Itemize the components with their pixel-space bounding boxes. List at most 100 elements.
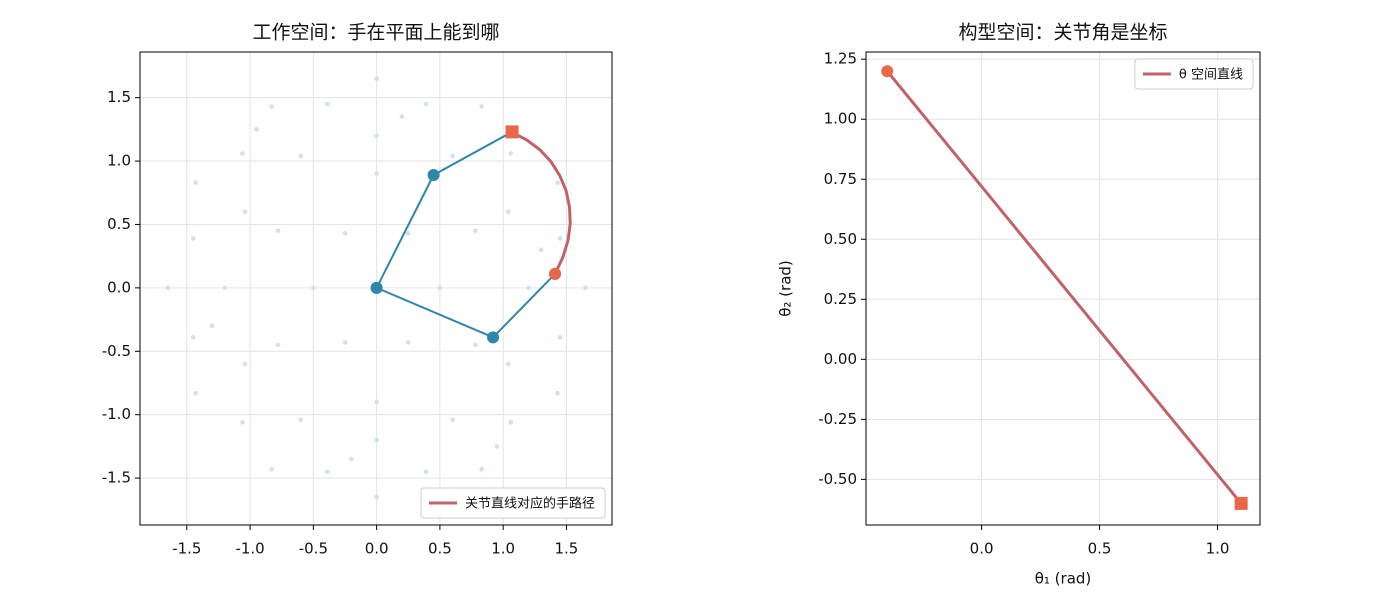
x-tick-label: -1.0 xyxy=(235,540,264,558)
y-tick-label: -0.25 xyxy=(818,410,857,428)
workspace-point xyxy=(450,153,455,159)
workspace-point xyxy=(242,361,248,367)
workspace-point xyxy=(342,340,348,345)
workspace-point xyxy=(324,101,330,107)
y-tick-label: 1.25 xyxy=(824,50,857,68)
end-marker xyxy=(1234,496,1248,510)
workspace-point xyxy=(423,469,429,475)
chart-title: 工作空间：手在平面上能到哪 xyxy=(252,22,499,44)
workspace-point xyxy=(209,323,215,329)
y-tick-label: 1.5 xyxy=(107,88,131,106)
workspace-point xyxy=(275,342,281,348)
y-tick-label: 0.50 xyxy=(824,230,857,248)
x-tick-label: 1.0 xyxy=(491,540,515,558)
point-marker xyxy=(881,65,894,78)
workspace-point xyxy=(222,285,228,291)
x-tick-label: 1.0 xyxy=(1206,540,1230,558)
path-line xyxy=(511,130,572,275)
workspace-point xyxy=(583,285,588,291)
workspace-point xyxy=(374,437,379,443)
y-tick-label: 0.00 xyxy=(824,350,857,368)
workspace-point xyxy=(240,419,245,425)
point-marker xyxy=(427,169,440,182)
point-marker xyxy=(370,281,383,294)
workspace-point xyxy=(190,335,196,340)
workspace-point xyxy=(240,151,245,156)
legend-box xyxy=(1134,58,1254,90)
x-tick-label: 0.0 xyxy=(970,540,994,558)
y-tick-label: 0.0 xyxy=(107,278,131,296)
workspace-point xyxy=(473,228,478,234)
workspace-point xyxy=(275,228,281,234)
workspace-point xyxy=(324,469,330,475)
workspace-point xyxy=(311,285,316,291)
workspace-point xyxy=(269,104,274,109)
workspace-point xyxy=(437,285,443,291)
workspace-point xyxy=(374,399,379,405)
workspace-point xyxy=(242,209,248,215)
plot-frame xyxy=(139,51,613,526)
workspace-point xyxy=(423,101,429,107)
workspace-point xyxy=(254,127,259,132)
workspace-point xyxy=(349,456,354,462)
plot-frame xyxy=(865,51,1261,526)
legend-label: 关节直线对应的手路径 xyxy=(465,496,595,512)
workspace-point xyxy=(405,340,411,345)
arm-line xyxy=(376,273,556,339)
workspace-point xyxy=(399,114,405,119)
point-marker xyxy=(549,267,562,280)
y-tick-label: 1.0 xyxy=(107,152,131,170)
x-tick-label: 0.5 xyxy=(1088,540,1112,558)
workspace-point xyxy=(555,390,560,396)
workspace-point xyxy=(405,231,411,236)
point-marker xyxy=(487,331,500,344)
x-tick-label: 0.5 xyxy=(428,540,452,558)
workspace-point xyxy=(193,180,198,185)
workspace-point xyxy=(298,153,304,159)
path-line xyxy=(886,70,1243,505)
y-tick-label: 0.5 xyxy=(107,215,131,233)
workspace-point xyxy=(479,466,484,472)
workspace-point xyxy=(342,231,348,236)
workspace-point xyxy=(374,171,379,177)
workspace-point xyxy=(526,285,531,291)
workspace-point xyxy=(557,236,563,241)
workspace-point xyxy=(505,361,511,367)
x-tick-label: -1.5 xyxy=(172,540,201,558)
x-tick-label: 0.0 xyxy=(365,540,389,558)
x-tick-label: -0.5 xyxy=(299,540,328,558)
x-axis-label: θ₁ (rad) xyxy=(1035,570,1092,588)
workspace-point xyxy=(193,390,198,396)
x-tick-label: 1.5 xyxy=(555,540,579,558)
y-tick-label: 0.25 xyxy=(824,290,857,308)
workspace-point xyxy=(298,417,304,423)
workspace-point xyxy=(165,285,171,291)
chart-title: 构型空间：关节角是坐标 xyxy=(958,22,1167,44)
workspace-point xyxy=(374,133,379,138)
workspace-point xyxy=(479,104,484,109)
workspace-point xyxy=(538,247,544,253)
y-tick-label: -1.0 xyxy=(102,405,131,423)
arm-line xyxy=(375,131,513,289)
workspace-point xyxy=(505,209,511,215)
end-marker xyxy=(505,125,519,139)
workspace-point xyxy=(494,444,500,449)
y-axis-label: θ₂ (rad) xyxy=(777,260,795,317)
workspace-point xyxy=(508,419,514,425)
y-tick-label: -1.5 xyxy=(102,469,131,487)
y-tick-label: -0.50 xyxy=(818,470,857,488)
y-tick-label: 1.00 xyxy=(824,110,857,128)
legend-label: θ 空间直线 xyxy=(1179,68,1243,83)
y-tick-label: 0.75 xyxy=(824,170,857,188)
workspace-point xyxy=(374,494,379,500)
workspace-point xyxy=(557,335,563,340)
workspace-point xyxy=(269,466,274,472)
legend-box xyxy=(420,487,606,519)
workspace-point xyxy=(374,76,379,81)
workspace-point xyxy=(190,236,196,241)
workspace-point xyxy=(508,151,514,156)
y-tick-label: -0.5 xyxy=(102,342,131,360)
workspace-point xyxy=(473,342,478,348)
workspace-point xyxy=(450,417,455,423)
